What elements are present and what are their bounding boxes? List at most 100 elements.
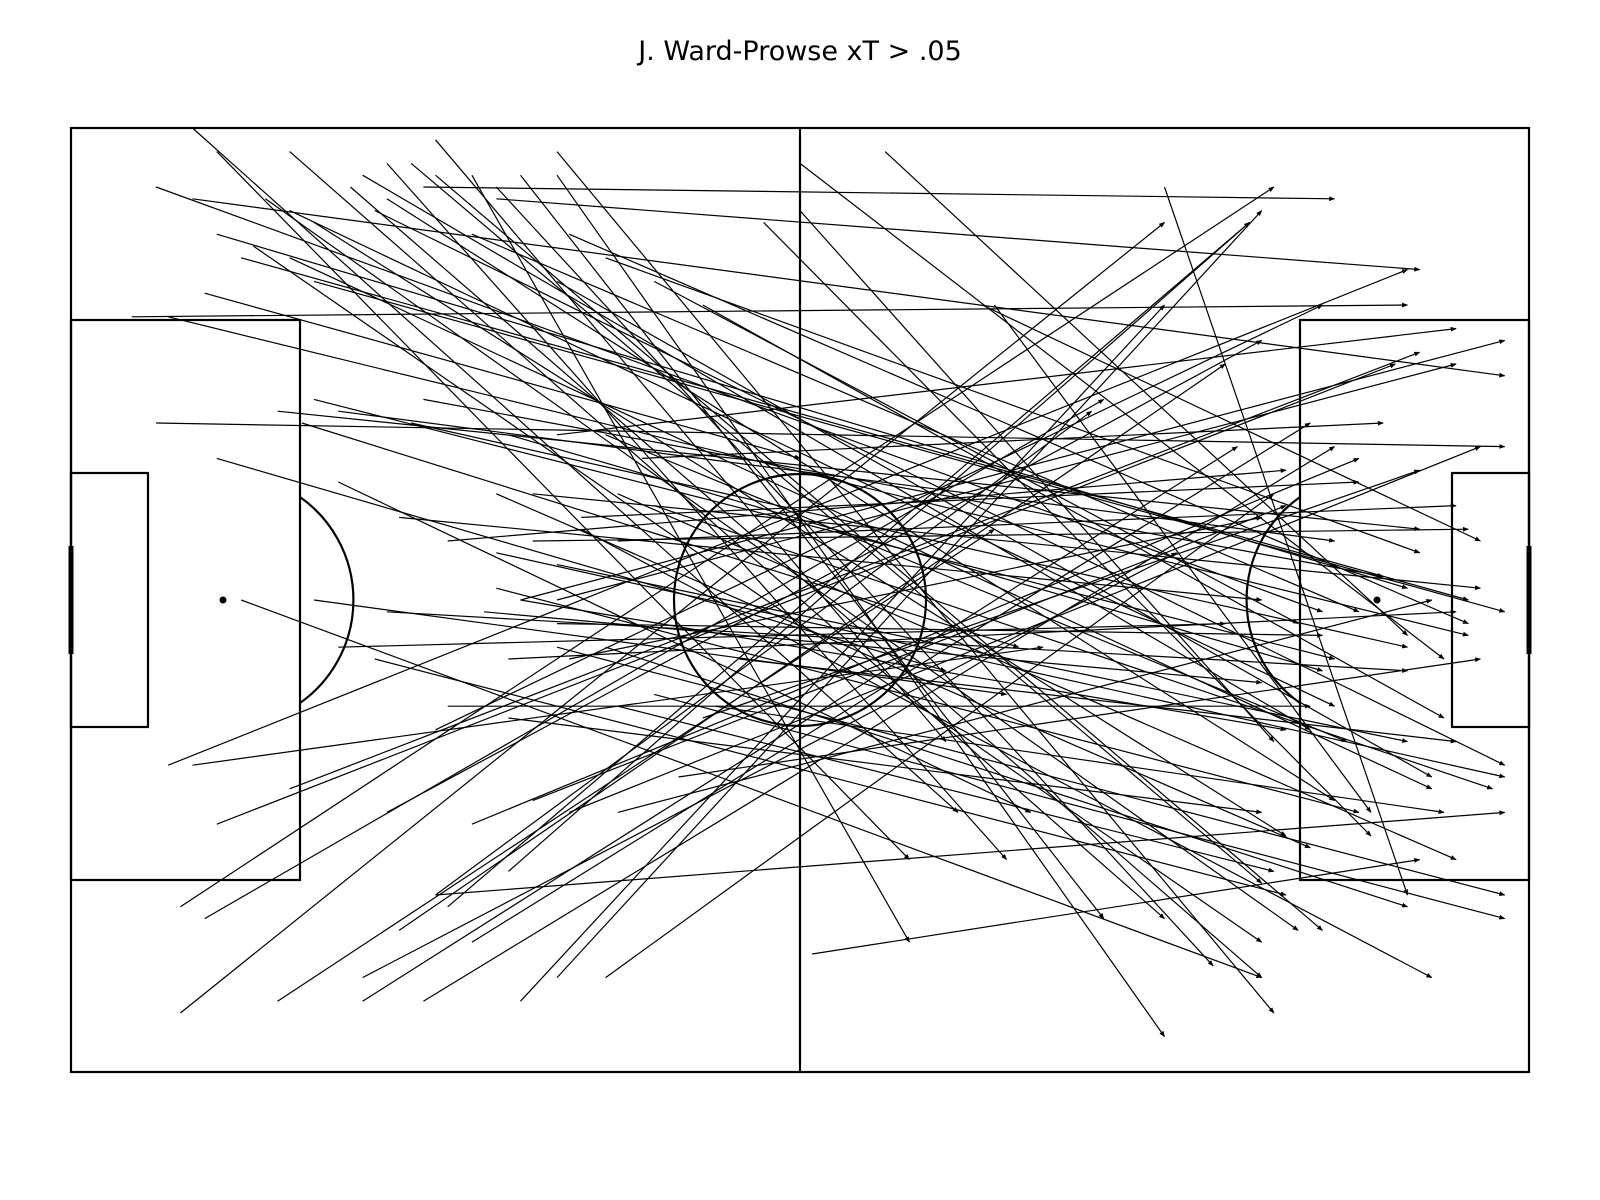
- pass-arrow: [556, 623, 1324, 638]
- pass-arrow: [252, 245, 1263, 943]
- pass-arrow: [520, 339, 1506, 601]
- pass-arrow: [642, 420, 1384, 459]
- pass-arrow: [617, 705, 1275, 873]
- pass-arrow: [216, 363, 1396, 825]
- pass-arrow: [240, 257, 1469, 601]
- pass-arrow: [435, 174, 1323, 931]
- pass-arrow: [374, 658, 1287, 896]
- pass-arrow: [568, 233, 1469, 625]
- pass-arrow: [556, 564, 1409, 743]
- pass-arrow: [605, 646, 1409, 908]
- pass-arrow: [520, 304, 1165, 1002]
- pass-arrow: [192, 127, 959, 813]
- pass-arrow: [508, 609, 1457, 660]
- pass-arrow: [313, 398, 1336, 660]
- pass-arrow: [654, 693, 1506, 920]
- pass-arrow: [982, 304, 1481, 542]
- pass-arrow: [423, 186, 1336, 202]
- pass-arrow: [423, 398, 1384, 578]
- pass-arrow: [654, 505, 1494, 790]
- left-penalty-box: [69, 318, 302, 882]
- pass-arrow: [338, 481, 1032, 813]
- pass-arrow: [204, 292, 801, 460]
- pass-arrow: [313, 221, 1287, 837]
- passes-layer: [131, 127, 1506, 1038]
- pass-arrow: [313, 280, 1506, 613]
- pass-arrow: [678, 657, 1481, 778]
- pass-arrow: [532, 505, 1287, 802]
- pass-arrow: [884, 151, 1408, 636]
- pass-arrow: [471, 457, 1360, 825]
- pass-arrow: [496, 587, 1360, 814]
- pass-arrow: [556, 174, 1165, 1038]
- pass-arrow: [653, 280, 1299, 625]
- pitch-markings: [69, 126, 1531, 1074]
- pass-arrow: [289, 351, 1421, 790]
- left-penalty-spot: [219, 596, 227, 604]
- pass-arrow: [496, 198, 1421, 272]
- left-six-yard-box: [69, 471, 150, 729]
- pass-arrow: [1163, 186, 1409, 896]
- pass-arrow: [180, 186, 1275, 908]
- pass-arrow: [799, 210, 1275, 743]
- pass-arrow: [180, 221, 1165, 1014]
- pass-arrow: [495, 186, 1214, 967]
- pass-arrow: [763, 221, 1372, 837]
- pass-arrow: [386, 611, 1409, 673]
- pass-arrow: [496, 493, 1311, 849]
- pass-arrow: [168, 316, 1469, 637]
- pass-arrow: [812, 858, 1421, 955]
- pass-arrow: [155, 186, 1324, 613]
- pass-arrow: [569, 516, 1263, 660]
- pass-arrow: [617, 493, 1457, 861]
- pass-arrow: [581, 528, 1433, 979]
- pass-arrow: [362, 446, 1238, 1002]
- pass-arrow: [581, 479, 1360, 518]
- pass-arrow: [216, 457, 947, 672]
- pass-arrow: [277, 410, 1421, 532]
- pass-arrow: [702, 304, 1445, 719]
- pass-arrow: [313, 599, 1008, 697]
- pass-arrow: [556, 210, 1263, 979]
- pass-arrow: [398, 363, 1226, 931]
- pass-arrow: [277, 528, 995, 1002]
- pass-arrow: [702, 469, 1421, 719]
- pass-arrow: [799, 162, 1445, 660]
- pass-arrow: [496, 552, 1506, 779]
- pass-arrow: [289, 257, 1433, 790]
- pass-arrow: [556, 646, 1506, 896]
- pass-arrow: [435, 304, 1324, 731]
- pass-arrow: [410, 162, 1263, 884]
- pass-arrow: [508, 717, 1263, 815]
- pass-arrow: [362, 174, 1311, 731]
- pass-arrow: [435, 810, 1506, 896]
- pass-arrow: [386, 198, 1336, 802]
- pass-arrow: [386, 339, 1263, 813]
- pass-arrow: [423, 446, 1336, 1002]
- pass-arrow: [240, 599, 1263, 979]
- pass-arrow: [556, 151, 1275, 1014]
- pass-arrow: [338, 410, 1336, 543]
- pass-arrow: [508, 221, 1250, 872]
- pass-arrow: [411, 422, 1409, 649]
- pass-arrow: [617, 503, 1457, 542]
- pass-arrow: [156, 422, 1506, 449]
- pass-arrow: [447, 221, 1250, 908]
- right-penalty-spot: [1373, 596, 1381, 604]
- pass-arrow: [993, 304, 1372, 813]
- pass-arrow: [520, 174, 1105, 920]
- pass-arrow: [204, 398, 1105, 920]
- pass-arrow: [605, 257, 1421, 554]
- pass-arrow: [714, 705, 1445, 814]
- pass-arrow: [556, 326, 1457, 436]
- pass-arrow: [192, 198, 1506, 378]
- pass-arrow: [532, 526, 1469, 542]
- pass-arrow: [167, 269, 1409, 766]
- pass-arrow: [131, 302, 1409, 318]
- left-penalty-arc: [299, 496, 355, 704]
- pass-arrow: [605, 434, 1348, 743]
- centre-circle: [672, 472, 928, 728]
- pass-arrow: [471, 174, 910, 943]
